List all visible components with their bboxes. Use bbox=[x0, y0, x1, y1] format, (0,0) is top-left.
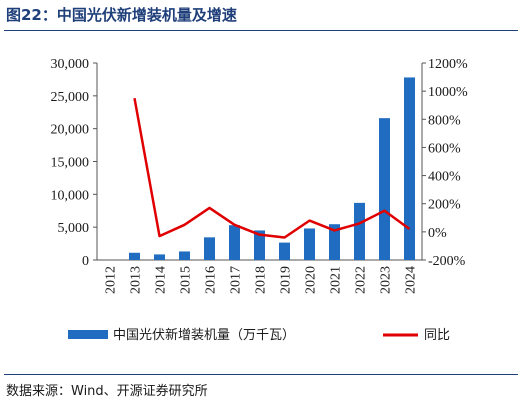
bar-2015 bbox=[179, 251, 190, 260]
y-right-tick-label: 400% bbox=[428, 170, 461, 185]
source-note: 数据来源：Wind、开源证券研究所 bbox=[6, 384, 208, 399]
x-tick-labels: 2012 2013 2014 2015 2016 2017 2018 2019 2020 2021… bbox=[104, 266, 419, 294]
legend-label-bar: 中国光伏新增装机量（万千瓦） bbox=[113, 327, 295, 343]
y-right-tick-label: -200% bbox=[428, 254, 466, 269]
y-left-tick-label: 30,000 bbox=[51, 57, 90, 72]
line-series bbox=[133, 97, 411, 239]
y-left-tick-label: 20,000 bbox=[51, 123, 90, 138]
y-left-tick-label: 0 bbox=[82, 254, 89, 269]
legend-label-line: 同比 bbox=[424, 328, 450, 343]
bar-2021 bbox=[329, 224, 340, 260]
chart-legend: 中国光伏新增装机量（万千瓦） 同比 bbox=[68, 327, 450, 343]
y-left-tick-label: 5,000 bbox=[58, 221, 90, 236]
x-tick-label: 2018 bbox=[254, 266, 269, 294]
y-right-tick-label: 1000% bbox=[428, 85, 468, 100]
x-tick-label: 2019 bbox=[279, 266, 294, 294]
line-yoy bbox=[133, 97, 411, 239]
x-tick-label: 2016 bbox=[204, 266, 219, 294]
x-tick-label: 2021 bbox=[329, 266, 344, 294]
x-tick-label: 2015 bbox=[179, 266, 194, 294]
x-tick-label: 2012 bbox=[104, 266, 119, 294]
y-right-tick-label: 1200% bbox=[428, 57, 468, 72]
y-right-tick-label: 200% bbox=[428, 198, 461, 213]
y-left-tick-label: 15,000 bbox=[51, 156, 90, 171]
x-tick-label: 2013 bbox=[129, 266, 144, 294]
bar-2014 bbox=[154, 254, 165, 260]
y-right-tick-label: 600% bbox=[428, 141, 461, 156]
x-tick-label: 2023 bbox=[379, 266, 394, 294]
bar-2016 bbox=[204, 237, 215, 260]
x-tick-label: 2022 bbox=[354, 266, 369, 294]
bar-2022 bbox=[354, 202, 365, 260]
chart-axes: 0 5,000 10,000 15,000 20,000 25,000 30,000 -200… bbox=[51, 57, 469, 269]
x-tick-label: 2024 bbox=[404, 266, 419, 294]
bar-line-chart: 0 5,000 10,000 15,000 20,000 25,000 30,000 -200… bbox=[51, 57, 469, 343]
bar-2019 bbox=[279, 242, 290, 260]
y-right-tick-label: 0% bbox=[428, 226, 447, 241]
source-divider bbox=[4, 374, 518, 375]
bar-2023 bbox=[379, 118, 390, 260]
y-left-tick-label: 10,000 bbox=[51, 188, 90, 203]
chart-title: 图22：中国光伏新增装机量及增速 bbox=[6, 6, 237, 24]
title-divider bbox=[4, 30, 518, 31]
x-tick-label: 2017 bbox=[229, 266, 244, 294]
legend-swatch-bar bbox=[68, 330, 108, 339]
bar-series bbox=[129, 77, 415, 261]
bar-2020 bbox=[304, 228, 315, 260]
bar-2013 bbox=[129, 252, 140, 260]
y-right-tick-label: 800% bbox=[428, 113, 461, 128]
y-left-tick-label: 25,000 bbox=[51, 90, 90, 105]
x-tick-label: 2020 bbox=[304, 266, 319, 294]
bar-2018 bbox=[254, 230, 265, 260]
bar-2024 bbox=[404, 77, 415, 261]
x-tick-label: 2014 bbox=[154, 266, 169, 294]
bar-2017 bbox=[229, 225, 240, 260]
